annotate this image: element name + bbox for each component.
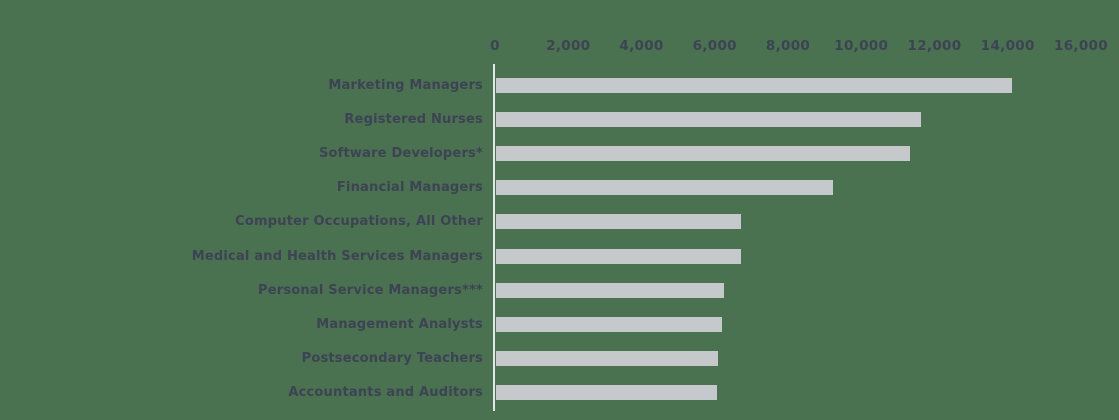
bar xyxy=(496,180,833,196)
category-label: Accountants and Auditors xyxy=(288,384,483,400)
bar xyxy=(496,214,742,230)
bar xyxy=(496,146,910,162)
x-axis-tick-label: 2,000 xyxy=(546,38,591,54)
category-label: Medical and Health Services Managers xyxy=(191,248,483,264)
x-axis-tick-label: 10,000 xyxy=(834,38,889,54)
category-label: Computer Occupations, All Other xyxy=(235,214,483,230)
x-axis-tick-label: 0 xyxy=(490,38,500,54)
x-axis-tick-label: 4,000 xyxy=(619,38,664,54)
x-axis-tick-label: 6,000 xyxy=(692,38,737,54)
category-label: Personal Service Managers*** xyxy=(257,282,483,298)
bar xyxy=(496,282,724,298)
bar xyxy=(496,384,717,400)
bar xyxy=(496,350,718,366)
y-axis-line xyxy=(493,64,495,411)
category-label: Management Analysts xyxy=(316,316,483,332)
category-label: Software Developers* xyxy=(318,146,483,162)
category-label: Registered Nurses xyxy=(344,112,483,128)
bar xyxy=(496,112,921,128)
bar xyxy=(496,248,742,264)
x-axis-tick-label: 14,000 xyxy=(980,38,1035,54)
category-label: Financial Managers xyxy=(336,180,483,196)
bar xyxy=(496,78,1013,93)
category-label: Postsecondary Teachers xyxy=(301,350,483,366)
x-axis-tick-label: 8,000 xyxy=(765,38,811,54)
x-axis-tick-label: 16,000 xyxy=(1054,38,1108,54)
category-label: Marketing Managers xyxy=(328,78,483,93)
bar xyxy=(496,316,722,332)
x-axis-tick-label: 12,000 xyxy=(907,38,962,54)
